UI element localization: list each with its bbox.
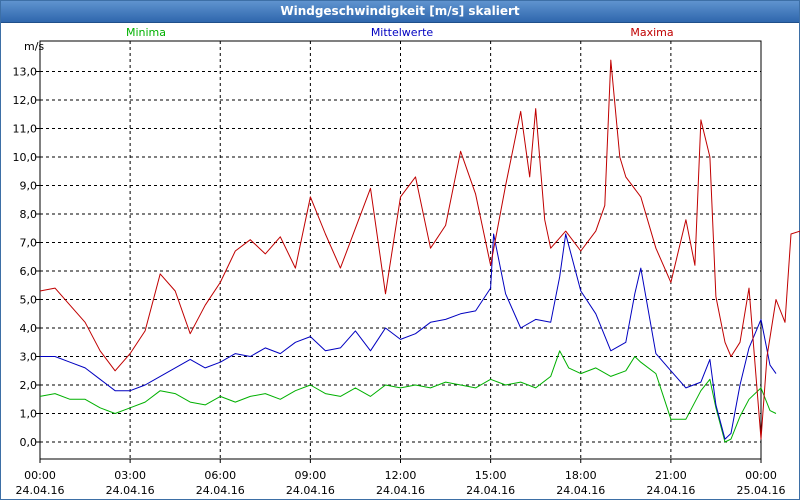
grid-lines	[40, 41, 761, 459]
y-tick-label: 3,0	[20, 351, 38, 364]
y-tick-label: 12,0	[13, 94, 38, 107]
x-tick-time: 09:00	[295, 469, 327, 482]
x-tick-time: 12:00	[385, 469, 417, 482]
x-tick-time: 21:00	[655, 469, 687, 482]
x-tick-time: 03:00	[114, 469, 146, 482]
x-tick-date: 25.04.16	[737, 484, 786, 497]
y-tick-label: 0,0	[20, 436, 38, 449]
legend-item-minima: Minima	[126, 26, 166, 39]
x-tick-time: 18:00	[565, 469, 597, 482]
x-tick-time: 00:00	[24, 469, 56, 482]
x-axis: 00:00 24.04.16 03:00 24.04.16 06:00 24.04.16 0…	[16, 459, 786, 497]
legend: Minima Mittelwerte Maxima	[126, 26, 674, 39]
y-axis: 0,0 1,0 2,0 3,0 4,0 5,0 6,0 7,0 8,0 9,0 10,0 11,0 12…	[13, 66, 40, 449]
x-tick-date: 24.04.16	[646, 484, 695, 497]
series-line-minima	[39, 350, 777, 443]
y-tick-label: 8,0	[20, 208, 38, 221]
x-tick-time: 06:00	[204, 469, 236, 482]
series-line-mittelwerte	[40, 233, 777, 440]
y-tick-label: 5,0	[20, 294, 38, 307]
y-tick-label: 4,0	[20, 322, 38, 335]
y-tick-label: 6,0	[20, 265, 38, 278]
x-tick-date: 24.04.16	[196, 484, 245, 497]
y-tick-label: 2,0	[20, 379, 38, 392]
y-axis-label: m/s	[24, 40, 44, 53]
x-tick-date: 24.04.16	[466, 484, 515, 497]
x-tick-time: 00:00	[745, 469, 777, 482]
x-tick-date: 24.04.16	[556, 484, 605, 497]
x-tick-time: 15:00	[475, 469, 507, 482]
y-tick-label: 9,0	[20, 180, 38, 193]
x-tick-date: 24.04.16	[16, 484, 65, 497]
y-tick-label: 13,0	[13, 66, 38, 79]
legend-item-maxima: Maxima	[630, 26, 673, 39]
x-tick-date: 24.04.16	[106, 484, 155, 497]
x-tick-date: 24.04.16	[286, 484, 335, 497]
y-tick-label: 1,0	[20, 408, 38, 421]
legend-item-mittelwerte: Mittelwerte	[371, 26, 434, 39]
y-tick-label: 7,0	[20, 237, 38, 250]
x-tick-date: 24.04.16	[376, 484, 425, 497]
y-tick-label: 11,0	[13, 123, 38, 136]
series-line-maxima	[39, 59, 800, 440]
series-group	[39, 59, 800, 443]
chart-title: Windgeschwindigkeit [m/s] skaliert	[1, 1, 799, 23]
y-tick-label: 10,0	[13, 151, 38, 164]
